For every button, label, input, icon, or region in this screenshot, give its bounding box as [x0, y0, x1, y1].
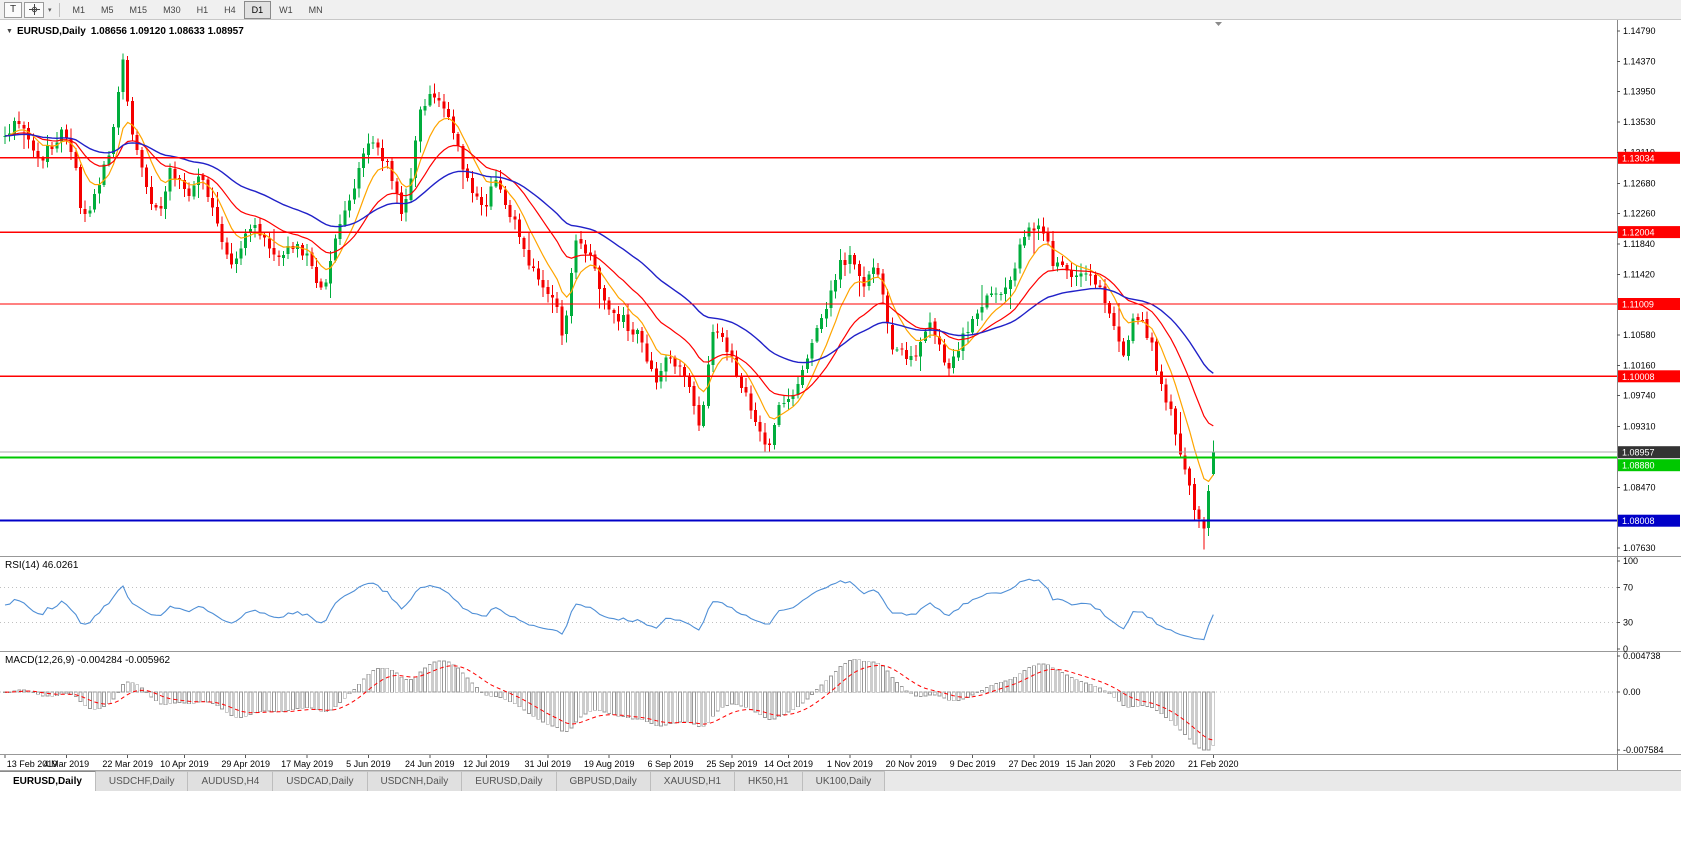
chart-tab-hk50-h1[interactable]: HK50,H1	[735, 771, 803, 791]
svg-text:20 Nov 2019: 20 Nov 2019	[886, 759, 937, 769]
price-chart-canvas[interactable]: 1.147901.143701.139501.135301.131101.126…	[0, 20, 1681, 770]
top-toolbar: T ▾ M1 M5 M15 M30 H1 H4 D1 W1 MN	[0, 0, 1681, 20]
rsi-indicator-label: RSI(14) 46.0261	[5, 560, 79, 571]
svg-text:17 May 2019: 17 May 2019	[281, 759, 333, 769]
text-tool-button[interactable]: T	[4, 1, 22, 18]
timeframe-button-m15[interactable]: M15	[129, 4, 148, 15]
timeframe-button-h4[interactable]: H4	[224, 4, 236, 15]
chart-tab-eurusd-daily[interactable]: EURUSD,Daily	[462, 771, 557, 791]
svg-text:1.12680: 1.12680	[1623, 178, 1656, 188]
timeframe-buttons: M1 M5 M15 M30 H1 H4 D1 W1 MN	[65, 0, 331, 19]
crosshair-icon	[28, 4, 40, 15]
svg-text:10 Apr 2019: 10 Apr 2019	[160, 759, 209, 769]
timeframe-button-m30[interactable]: M30	[163, 4, 181, 15]
ma-fast-line	[4, 117, 1214, 483]
chevron-down-icon[interactable]: ▾	[48, 6, 52, 14]
svg-text:25 Sep 2019: 25 Sep 2019	[706, 759, 757, 769]
svg-text:1.09310: 1.09310	[1623, 422, 1656, 432]
svg-text:1.10160: 1.10160	[1623, 360, 1656, 370]
svg-text:1.09740: 1.09740	[1623, 391, 1656, 401]
horizontal-lines-layer[interactable]	[0, 157, 1617, 522]
chart-tab-usdcad-daily[interactable]: USDCAD,Daily	[273, 771, 368, 791]
rsi-panel: 100 70 30 0	[0, 556, 1638, 654]
chart-ohlc-values: 1.08656 1.09120 1.08633 1.08957	[90, 26, 244, 37]
svg-text:1 Nov 2019: 1 Nov 2019	[827, 759, 873, 769]
timeframe-button-m1[interactable]: M1	[72, 4, 86, 15]
svg-text:1.12260: 1.12260	[1623, 209, 1656, 219]
svg-text:4 Mar 2019: 4 Mar 2019	[44, 759, 90, 769]
svg-text:1.07630: 1.07630	[1623, 543, 1656, 553]
timeframe-button-mn[interactable]: MN	[308, 4, 323, 15]
timeframe-button-h1[interactable]: H1	[196, 4, 209, 15]
svg-text:13 Feb 2019: 13 Feb 2019	[7, 759, 58, 769]
svg-text:70: 70	[1623, 582, 1633, 592]
svg-text:1.12004: 1.12004	[1622, 228, 1655, 238]
macd-indicator-label: MACD(12,26,9) -0.004284 -0.005962	[5, 655, 171, 666]
panel-separators	[0, 20, 1681, 770]
svg-text:1.08957: 1.08957	[1622, 448, 1655, 458]
chart-info-line: ▼ EURUSD,Daily 1.08656 1.09120 1.08633 1.0…	[6, 26, 249, 37]
svg-text:15 Jan 2020: 15 Jan 2020	[1066, 759, 1116, 769]
svg-text:29 Apr 2019: 29 Apr 2019	[221, 759, 270, 769]
svg-text:1.08470: 1.08470	[1623, 482, 1656, 492]
svg-text:1.08880: 1.08880	[1622, 461, 1655, 471]
svg-text:14 Oct 2019: 14 Oct 2019	[764, 759, 813, 769]
svg-text:6 Sep 2019: 6 Sep 2019	[647, 759, 693, 769]
svg-text:5 Jun 2019: 5 Jun 2019	[346, 759, 391, 769]
chart-tab-xauusd-h1[interactable]: XAUUSD,H1	[650, 771, 736, 791]
svg-text:31 Jul 2019: 31 Jul 2019	[525, 759, 572, 769]
crosshair-tool-button[interactable]	[24, 1, 44, 18]
chart-tab-gbpusd-daily[interactable]: GBPUSD,Daily	[556, 771, 651, 791]
chart-tab-audusd-h4[interactable]: AUDUSD,H4	[188, 771, 274, 791]
svg-text:0.00: 0.00	[1623, 687, 1641, 697]
svg-text:21 Feb 2020: 21 Feb 2020	[1188, 759, 1239, 769]
candles-layer	[3, 53, 1215, 550]
svg-text:-0.007584: -0.007584	[1623, 745, 1664, 755]
price-axis[interactable]: 1.147901.143701.139501.135301.131101.126…	[1617, 26, 1656, 553]
svg-text:1.14790: 1.14790	[1623, 26, 1656, 36]
chart-shift-marker[interactable]	[1215, 22, 1222, 26]
svg-text:1.13950: 1.13950	[1623, 87, 1656, 97]
svg-text:1.13530: 1.13530	[1623, 117, 1656, 127]
tab-bar: EURUSD,Daily USDCHF,Daily AUDUSD,H4 USDCAD,…	[0, 770, 1681, 791]
svg-text:19 Aug 2019: 19 Aug 2019	[584, 759, 635, 769]
chart-tab-uk100-daily[interactable]: UK100,Daily	[802, 771, 886, 791]
svg-text:30: 30	[1623, 618, 1633, 628]
svg-text:1.08008: 1.08008	[1622, 516, 1655, 526]
toolbar-separator	[58, 2, 60, 17]
ma-slow-line	[4, 133, 1214, 374]
svg-text:100: 100	[1623, 556, 1638, 566]
svg-text:0: 0	[1623, 644, 1628, 654]
macd-histogram	[3, 658, 1216, 751]
svg-text:27 Dec 2019: 27 Dec 2019	[1008, 759, 1059, 769]
svg-text:12 Jul 2019: 12 Jul 2019	[463, 759, 510, 769]
macd-signal-line	[5, 664, 1214, 741]
svg-text:1.10008: 1.10008	[1622, 372, 1655, 382]
svg-text:1.11840: 1.11840	[1623, 239, 1655, 249]
timeframe-button-w1[interactable]: W1	[279, 4, 293, 15]
chart-tab-eurusd-daily[interactable]: EURUSD,Daily	[0, 771, 96, 791]
svg-text:1.11009: 1.11009	[1622, 300, 1654, 310]
svg-text:3 Feb 2020: 3 Feb 2020	[1129, 759, 1175, 769]
svg-text:0.004738: 0.004738	[1623, 651, 1661, 661]
timeframe-button-d1[interactable]: D1	[243, 0, 272, 19]
rsi-line	[4, 578, 1214, 641]
price-axis-boxes: 1.13034 1.12004 1.11009 1.10008 1.08957 1.088…	[1618, 151, 1680, 527]
macd-panel: 0.004738 0.00 -0.007584	[0, 651, 1664, 755]
chart-tab-usdchf-daily[interactable]: USDCHF,Daily	[95, 771, 189, 791]
timeframe-button-m5[interactable]: M5	[101, 4, 114, 15]
svg-text:1.11420: 1.11420	[1623, 269, 1655, 279]
svg-text:1.10580: 1.10580	[1623, 330, 1656, 340]
chart-symbol-period: EURUSD,Daily	[16, 26, 86, 37]
chart-window: 1.147901.143701.139501.135301.131101.126…	[0, 20, 1681, 770]
svg-text:1.13034: 1.13034	[1622, 153, 1655, 163]
svg-text:9 Dec 2019: 9 Dec 2019	[950, 759, 996, 769]
svg-text:1.14370: 1.14370	[1623, 56, 1656, 66]
chart-collapse-icon[interactable]: ▼	[6, 28, 13, 35]
svg-text:22 Mar 2019: 22 Mar 2019	[102, 759, 153, 769]
svg-text:24 Jun 2019: 24 Jun 2019	[405, 759, 455, 769]
ma-mid-line	[4, 132, 1214, 427]
chart-tab-usdcnh-daily[interactable]: USDCNH,Daily	[367, 771, 463, 791]
